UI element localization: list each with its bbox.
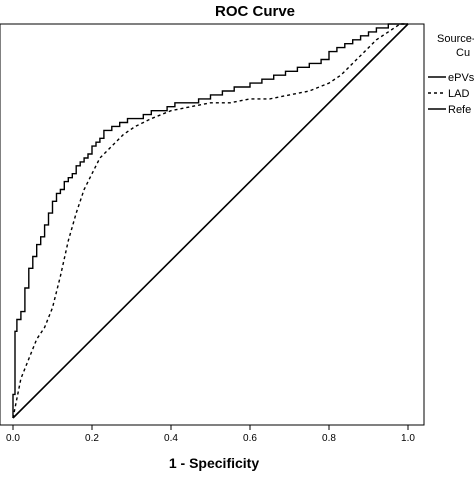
legend-title-line-1: Source- xyxy=(437,33,474,45)
series-line-epvs xyxy=(12,23,408,418)
plot-frame xyxy=(0,23,425,426)
x-tick-label: 0.8 xyxy=(322,433,336,444)
legend-entry-epvs: ePVs xyxy=(448,72,474,84)
legend: Source- Cu ePVs LAD Refe xyxy=(428,33,474,116)
legend-entry-lad: LAD xyxy=(448,88,469,100)
series-line-lad xyxy=(12,23,408,419)
legend-entry-reference: Refe xyxy=(448,104,471,116)
legend-title-line-2: Cu xyxy=(456,47,470,59)
series-layer xyxy=(12,23,409,419)
series-line-refe xyxy=(12,23,409,419)
chart-title: ROC Curve xyxy=(215,3,295,20)
x-tick-label: 0.6 xyxy=(243,433,257,444)
x-tick-label: 0.0 xyxy=(6,433,20,444)
x-tick-label: 0.2 xyxy=(85,433,99,444)
x-tick-label: 1.0 xyxy=(401,433,415,444)
x-axis-label: 1 - Specificity xyxy=(169,455,259,471)
x-tick-label: 0.4 xyxy=(164,433,178,444)
x-axis: 0.0 0.2 0.4 0.6 0.8 1.0 xyxy=(6,425,415,444)
